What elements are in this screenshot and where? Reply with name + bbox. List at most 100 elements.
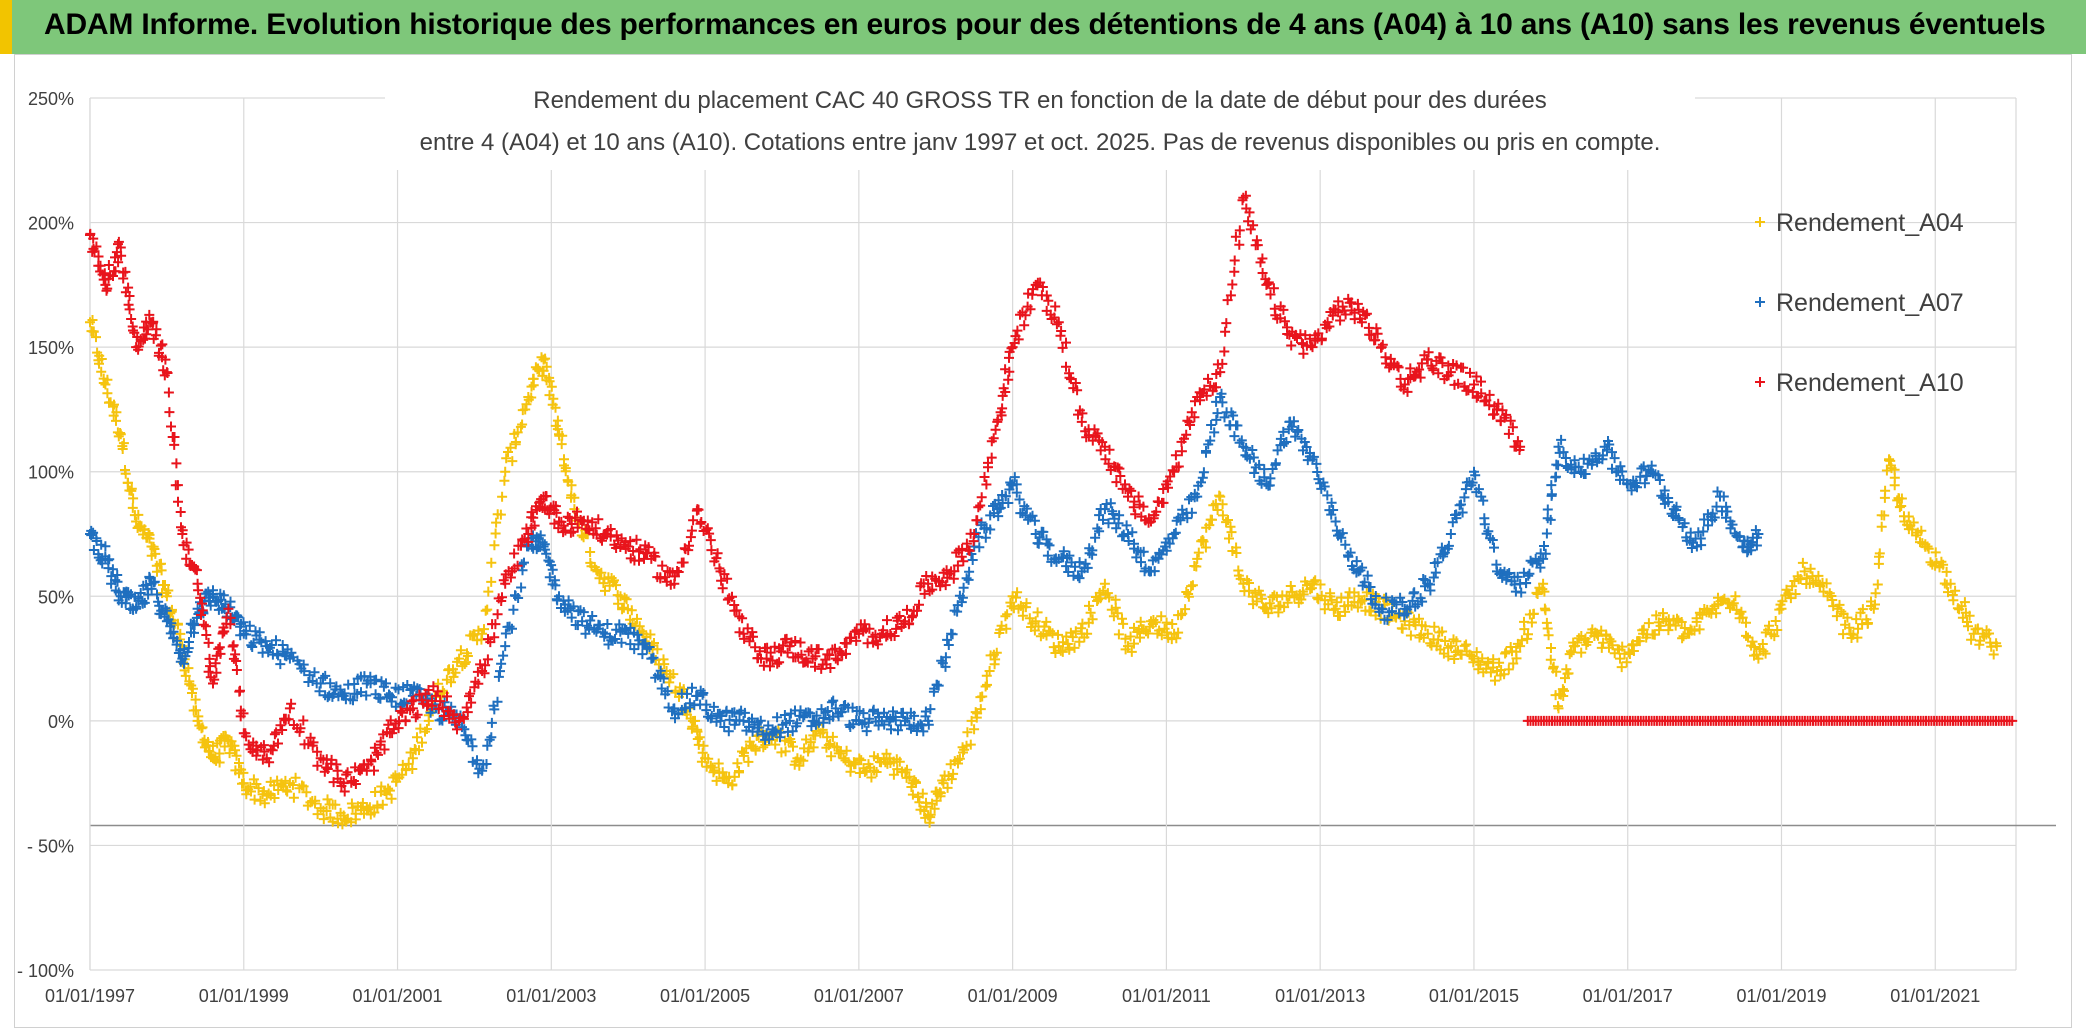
data-point xyxy=(1256,593,1267,604)
data-point xyxy=(282,786,293,797)
data-point xyxy=(461,702,472,713)
data-point xyxy=(907,789,918,800)
y-tick-label: 50% xyxy=(38,587,74,607)
data-point xyxy=(702,523,713,534)
data-point xyxy=(1540,605,1551,616)
data-point xyxy=(1126,646,1137,657)
data-point xyxy=(348,695,358,706)
data-point xyxy=(1114,510,1125,521)
data-point xyxy=(120,266,131,277)
data-point xyxy=(1663,625,1674,636)
data-point xyxy=(405,705,416,716)
data-point xyxy=(1712,486,1723,497)
data-point xyxy=(859,766,870,777)
data-point xyxy=(1047,628,1058,639)
data-point xyxy=(1129,496,1140,507)
data-point xyxy=(828,695,839,706)
data-point xyxy=(1271,591,1282,602)
data-point xyxy=(1598,637,1609,648)
data-point xyxy=(1217,499,1228,510)
data-point xyxy=(856,755,867,766)
data-point xyxy=(1236,435,1247,446)
data-point xyxy=(205,661,215,672)
data-point xyxy=(716,575,727,586)
x-tick-label: 01/01/1999 xyxy=(199,986,289,1006)
data-point xyxy=(741,743,752,754)
data-point xyxy=(312,809,323,820)
data-point xyxy=(1721,501,1732,512)
data-point xyxy=(1371,323,1382,334)
data-point xyxy=(1471,392,1482,403)
data-point xyxy=(1966,634,1977,645)
data-point xyxy=(395,706,406,716)
data-point xyxy=(486,732,497,743)
data-point xyxy=(111,415,121,426)
data-point xyxy=(1489,542,1499,553)
data-point xyxy=(1113,629,1124,640)
data-point xyxy=(102,388,113,399)
data-point xyxy=(1361,587,1372,598)
data-point xyxy=(709,765,720,776)
data-point xyxy=(790,636,801,646)
data-point xyxy=(213,643,224,654)
data-point xyxy=(1307,342,1318,353)
data-point xyxy=(593,514,604,525)
data-point xyxy=(1143,628,1154,639)
data-point xyxy=(1402,386,1413,397)
data-point xyxy=(851,635,862,646)
data-point xyxy=(1643,618,1654,629)
data-point xyxy=(1459,640,1470,651)
data-point xyxy=(1298,589,1309,600)
data-point xyxy=(1501,647,1512,658)
data-point xyxy=(1636,463,1647,474)
data-point xyxy=(379,744,390,755)
data-point xyxy=(691,691,702,701)
data-point xyxy=(532,364,543,375)
data-point xyxy=(1471,647,1482,658)
data-point xyxy=(366,756,377,767)
data-point xyxy=(914,599,924,610)
data-point xyxy=(521,399,532,410)
data-point xyxy=(1676,617,1687,627)
data-point xyxy=(181,537,192,548)
data-point xyxy=(923,719,934,730)
data-point xyxy=(890,715,901,726)
data-point xyxy=(1044,540,1055,551)
data-point xyxy=(808,742,819,753)
data-point xyxy=(1216,388,1227,399)
data-point xyxy=(1501,409,1512,420)
data-point xyxy=(466,734,477,745)
data-point xyxy=(1201,390,1212,401)
data-point xyxy=(1069,642,1080,653)
data-point xyxy=(412,709,423,720)
data-point xyxy=(223,603,234,614)
data-point xyxy=(594,620,605,631)
data-point xyxy=(1161,545,1172,556)
data-point xyxy=(1219,346,1230,357)
data-point xyxy=(232,610,243,621)
data-point xyxy=(569,492,580,503)
data-point xyxy=(1151,506,1162,517)
data-point xyxy=(985,524,996,535)
data-point xyxy=(632,629,643,640)
data-point xyxy=(330,799,341,810)
data-point xyxy=(1211,414,1222,425)
legend-marker xyxy=(1755,297,1765,307)
data-point xyxy=(472,666,483,677)
data-point xyxy=(246,786,256,797)
data-point xyxy=(116,250,127,261)
data-point xyxy=(1948,595,1959,606)
data-point xyxy=(826,751,837,762)
data-point xyxy=(1972,623,1983,634)
data-point xyxy=(156,565,167,576)
data-point xyxy=(846,632,857,643)
data-point xyxy=(1156,630,1167,641)
data-point xyxy=(972,515,983,526)
data-point xyxy=(160,354,171,365)
data-point xyxy=(509,548,520,559)
data-point xyxy=(780,746,791,757)
data-point xyxy=(482,604,493,615)
data-point xyxy=(1064,644,1075,655)
data-point xyxy=(460,657,471,668)
data-point xyxy=(371,674,382,685)
